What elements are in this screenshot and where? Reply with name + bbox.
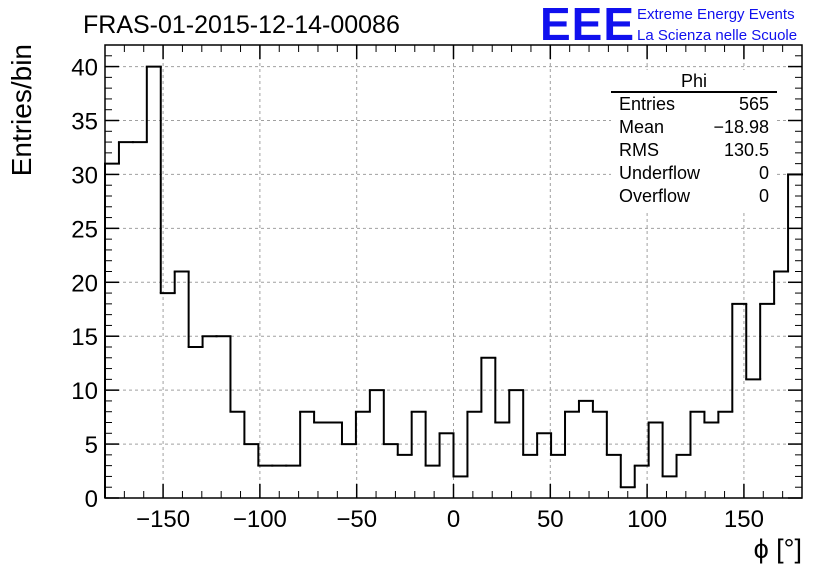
x-tick-label: 50 xyxy=(537,506,564,533)
y-tick-label: 15 xyxy=(71,324,98,351)
project-name-line2: La Scienza nelle Scuole xyxy=(637,27,797,44)
x-tick-label: −100 xyxy=(233,506,287,533)
y-tick-label: 20 xyxy=(71,270,98,297)
y-tick-label: 40 xyxy=(71,55,98,82)
x-axis-title: ϕ [°] xyxy=(754,534,802,564)
stats-box: Phi Entries 565 Mean −18.98 RMS 130.5 Un… xyxy=(611,70,777,210)
y-axis-title: Entries/bin xyxy=(6,44,37,176)
stats-box-background xyxy=(611,70,777,210)
stats-label-rms: RMS xyxy=(619,140,659,160)
project-name-line1: Extreme Energy Events xyxy=(637,6,795,23)
stats-label-mean: Mean xyxy=(619,117,664,137)
y-tick-label: 10 xyxy=(71,378,98,405)
y-tick-label: 0 xyxy=(85,486,98,513)
stats-label-entries: Entries xyxy=(619,94,675,114)
eee-logo: EEE xyxy=(540,0,635,50)
plot-frame xyxy=(104,44,803,499)
stats-value-rms: 130.5 xyxy=(724,140,769,160)
stats-value-underflow: 0 xyxy=(759,163,769,183)
x-tick-label: 100 xyxy=(627,506,667,533)
stats-label-underflow: Underflow xyxy=(619,163,701,183)
axes: −150 −100 −50 0 50 100 150 0 5 10 15 20 25 30 35 40 xyxy=(71,44,802,533)
stats-label-overflow: Overflow xyxy=(619,186,691,206)
y-tick-label: 35 xyxy=(71,109,98,136)
x-tick-label: 150 xyxy=(724,506,764,533)
x-tick-label: −150 xyxy=(136,506,190,533)
y-tick-label: 5 xyxy=(85,432,98,459)
y-tick-label: 30 xyxy=(71,162,98,189)
run-title: FRAS-01-2015-12-14-00086 xyxy=(83,11,400,39)
stats-value-mean: −18.98 xyxy=(713,117,769,137)
x-tick-label: 0 xyxy=(447,506,460,533)
x-tick-label: −50 xyxy=(336,506,377,533)
y-tick-label: 25 xyxy=(71,216,98,243)
stats-box-title: Phi xyxy=(681,71,707,91)
stats-value-entries: 565 xyxy=(739,94,769,114)
stats-value-overflow: 0 xyxy=(759,186,769,206)
